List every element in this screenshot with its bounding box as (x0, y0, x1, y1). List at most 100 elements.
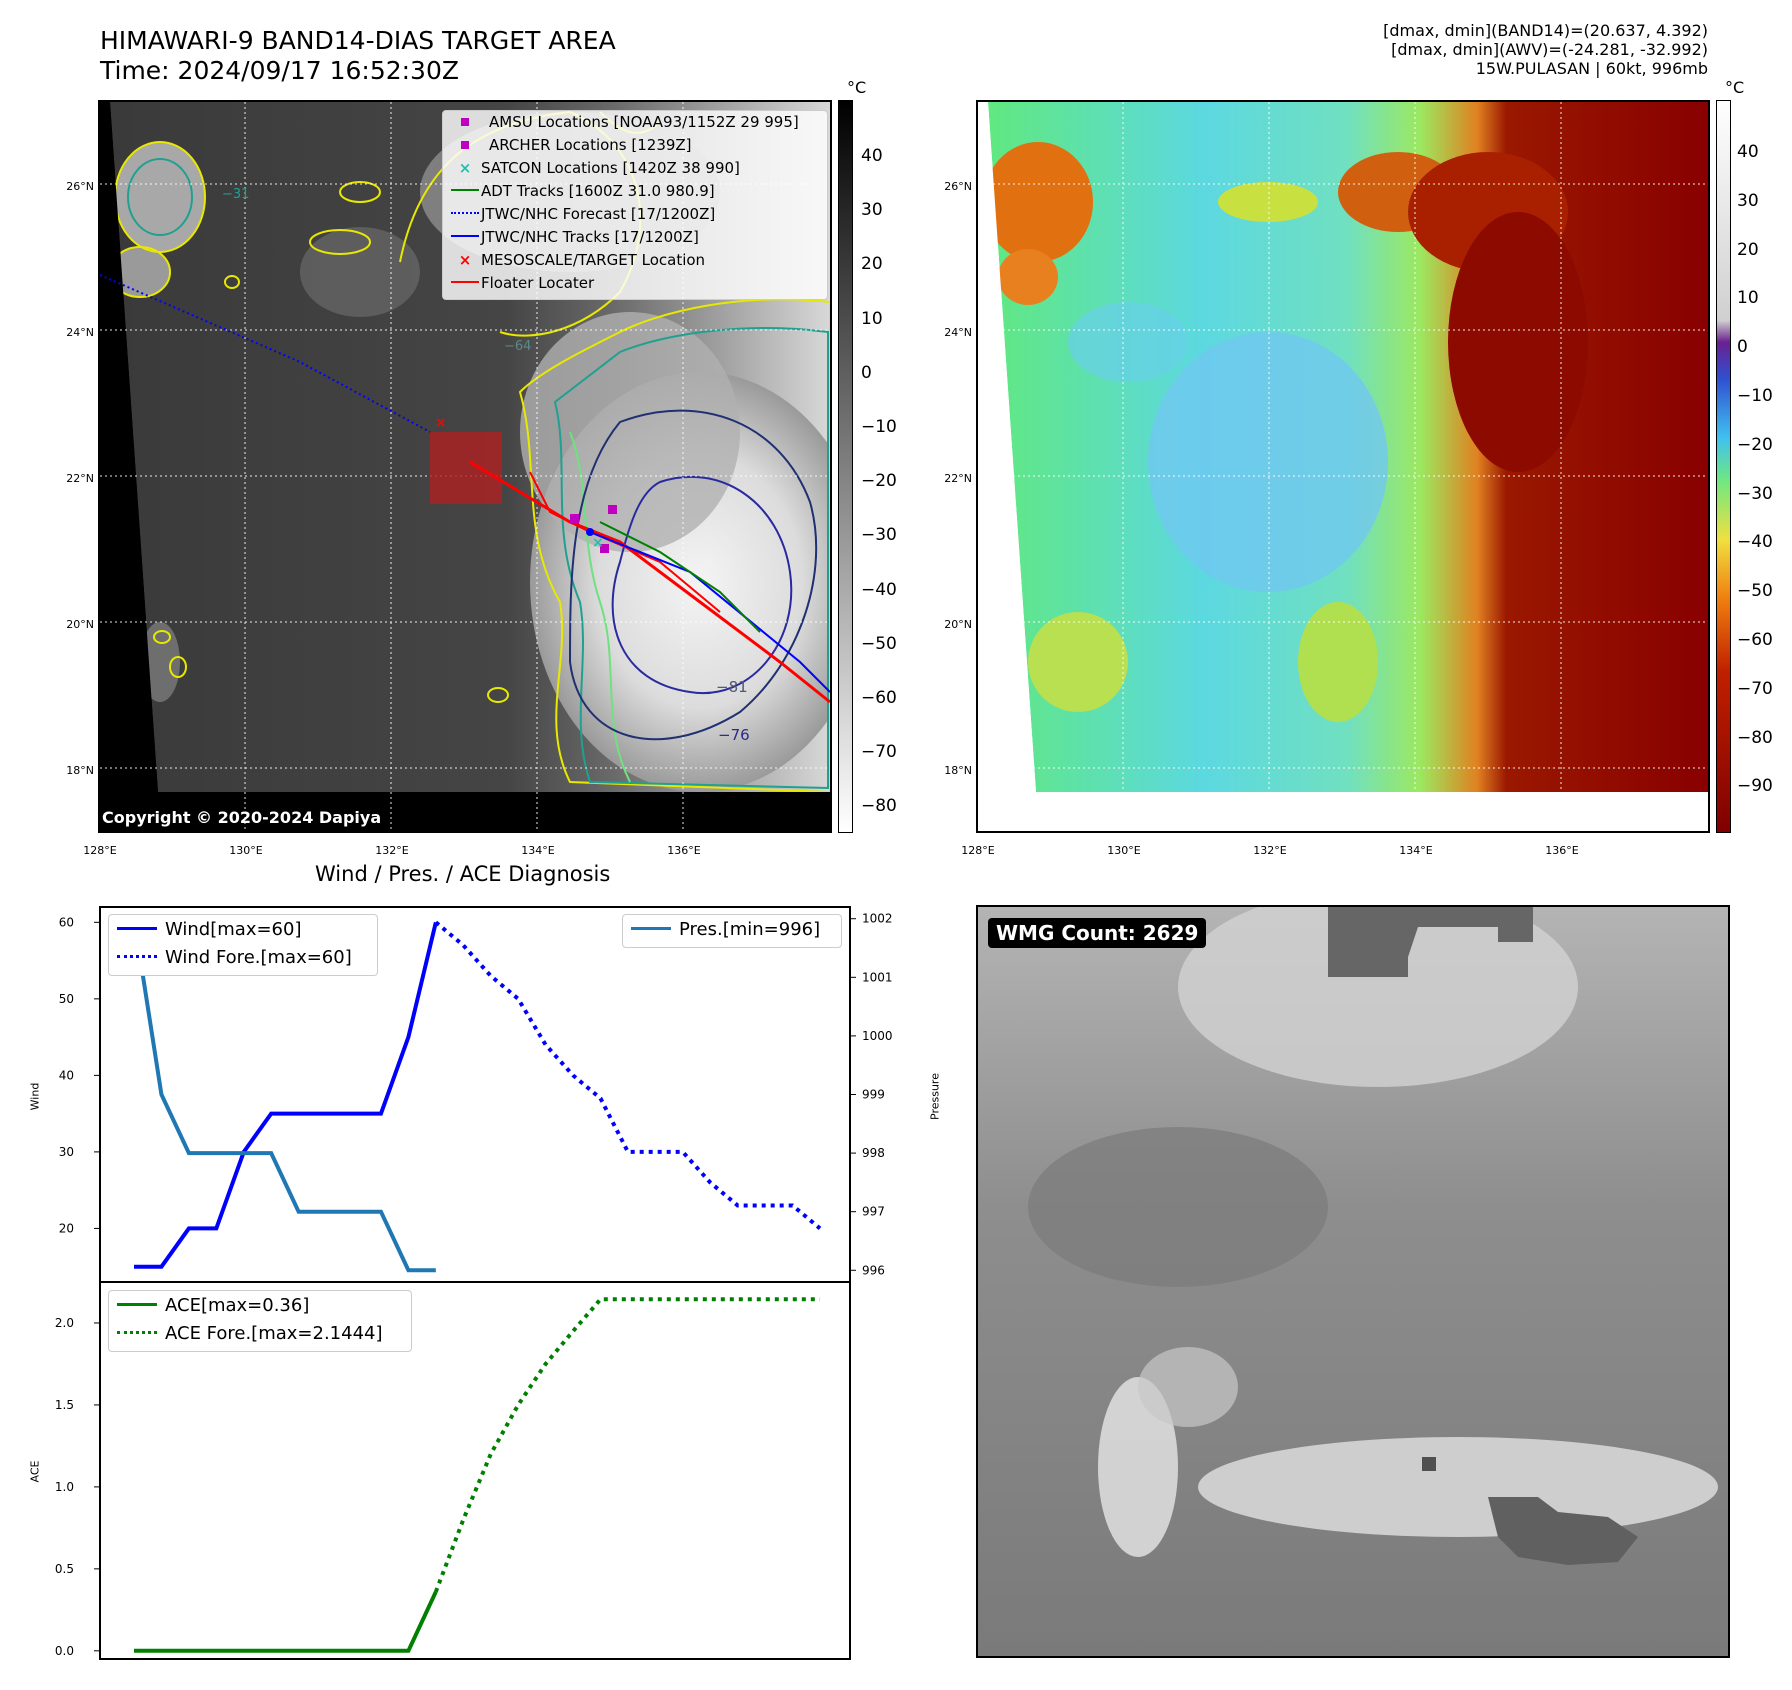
contour-label: −81 (716, 678, 748, 696)
amsu-location (570, 514, 579, 523)
ace-legend: ACE[max=0.36] ACE Fore.[max=2.1444] (108, 1290, 412, 1352)
satcon-location: × (592, 535, 604, 551)
series-line-0 (132, 918, 436, 1273)
colorbar-tick: −20 (861, 471, 897, 492)
y-tick-label: 40 (59, 1068, 74, 1082)
lon-label: 134°E (521, 844, 555, 857)
pressure-legend: Pres.[min=996] (622, 914, 842, 948)
lat-label: 24°N (944, 326, 972, 339)
contour-label: −64 (504, 339, 531, 354)
y-tick-label: 1.0 (55, 1480, 74, 1494)
y-tick-label: 1000 (862, 1029, 893, 1043)
mesoscale-marker: × (435, 415, 447, 431)
series-line-0 (134, 1590, 438, 1653)
colorbar-tick: 0 (1737, 337, 1748, 358)
lon-label: 134°E (1399, 844, 1433, 857)
figure-title: HIMAWARI-9 BAND14-DIAS TARGET AREA (100, 26, 616, 55)
archer-location (608, 505, 617, 514)
y-tick-label: 1.5 (55, 1398, 74, 1412)
dotted-line-icon (117, 1331, 157, 1334)
wind-ylabel: Wind (28, 1082, 42, 1111)
legend-amsu: AMSU Locations [NOAA93/1152Z 29 995] (489, 113, 799, 131)
lat-label: 18°N (66, 764, 94, 777)
colorbar-tick: −80 (861, 796, 897, 817)
legend-wind-fore: Wind Fore.[max=60] (165, 947, 352, 968)
colorbar-tick: 0 (861, 362, 872, 383)
series-line-1 (433, 1297, 820, 1593)
legend-ace-fore: ACE Fore.[max=2.1444] (165, 1323, 383, 1344)
lon-label: 128°E (83, 844, 117, 857)
legend-adt: ADT Tracks [1600Z 31.0 980.9] (481, 182, 715, 200)
legend-tracks: JTWC/NHC Tracks [17/1200Z] (481, 228, 699, 246)
legend-wind: Wind[max=60] (165, 919, 302, 940)
dotted-line-icon (117, 955, 157, 958)
lat-label: 26°N (944, 180, 972, 193)
colorbar-tick: −70 (861, 742, 897, 763)
figure-time: Time: 2024/09/17 16:52:30Z (100, 56, 459, 85)
lon-label: 132°E (1253, 844, 1287, 857)
colorbar-tick: −10 (861, 417, 897, 437)
band14-colorbar (838, 100, 853, 833)
pressure-ylabel: Pressure (928, 1073, 942, 1120)
y-tick-label: 60 (59, 915, 74, 929)
colorbar-tick: −30 (1737, 483, 1773, 504)
colorbar-tick: 30 (1737, 190, 1759, 211)
square-icon (461, 141, 469, 149)
wind-legend: Wind[max=60] Wind Fore.[max=60] (108, 914, 378, 976)
contour-label: −76 (718, 726, 750, 744)
legend-satcon: SATCON Locations [1420Z 38 990] (481, 159, 740, 177)
y-tick-label: 997 (862, 1205, 885, 1219)
square-icon (461, 118, 469, 126)
y-tick-label: 0.0 (55, 1644, 74, 1658)
diagnosis-charts: 20 30 40 50 60 996 997 998 999 1000 1001 1002 0.0 0… (55, 906, 893, 1660)
x-icon: × (458, 159, 472, 177)
colorbar-tick: −40 (1737, 532, 1773, 553)
lat-label: 26°N (66, 180, 94, 193)
colorbar-tick: 30 (861, 200, 883, 221)
colorbar-unit: °C (1725, 78, 1745, 97)
lat-label: 18°N (944, 764, 972, 777)
legend-ace: ACE[max=0.36] (165, 1295, 310, 1316)
contour-label: −31 (222, 187, 249, 202)
y-tick-label: 998 (862, 1146, 885, 1160)
jtwc-track-point (586, 528, 594, 536)
jtwc-forecast-track (100, 274, 431, 433)
awv-imagery (978, 102, 1708, 831)
diagnosis-title: Wind / Pres. / ACE Diagnosis (315, 862, 611, 886)
colorbar-tick: −90 (1737, 776, 1773, 797)
colorbar-tick: −60 (1737, 630, 1773, 650)
colorbar-tick: −30 (861, 525, 897, 546)
legend-floater: Floater Locater (481, 274, 595, 292)
lon-label: 128°E (961, 844, 995, 857)
y-tick-label: 50 (59, 992, 74, 1006)
lon-label: 136°E (1545, 844, 1579, 857)
lon-label: 132°E (375, 844, 409, 857)
awv-range: [dmax, dmin](AWV)=(-24.281, -32.992) (1391, 40, 1708, 59)
awv-map (976, 100, 1710, 833)
colorbar-tick: −80 (1737, 727, 1773, 748)
lat-label: 24°N (66, 326, 94, 339)
y-tick-label: 996 (862, 1263, 885, 1277)
solid-line-icon (117, 1303, 157, 1306)
legend-archer: ARCHER Locations [1239Z] (489, 136, 692, 154)
wmg-panel (976, 905, 1730, 1658)
colorbar-tick: 20 (1737, 239, 1759, 260)
legend-pres: Pres.[min=996] (679, 919, 821, 940)
y-tick-label: 30 (59, 1145, 74, 1159)
colorbar-tick: −40 (861, 579, 897, 600)
copyright: Copyright © 2020-2024 Dapiya (102, 808, 382, 827)
colorbar-tick: 40 (861, 146, 883, 166)
colorbar-tick: 40 (1737, 142, 1759, 162)
series-line-0 (134, 921, 438, 1269)
line-icon (451, 189, 479, 191)
y-tick-label: 20 (59, 1221, 74, 1235)
x-icon: × (458, 251, 472, 269)
colorbar-tick: −60 (861, 688, 897, 708)
y-tick-label: 999 (862, 1088, 885, 1102)
wmg-count-badge: WMG Count: 2629 (988, 918, 1207, 948)
colorbar-unit: °C (847, 78, 867, 97)
lon-label: 130°E (1107, 844, 1141, 857)
colorbar-tick: 10 (861, 308, 883, 329)
lon-label: 130°E (229, 844, 263, 857)
y-tick-label: 0.5 (55, 1562, 74, 1576)
